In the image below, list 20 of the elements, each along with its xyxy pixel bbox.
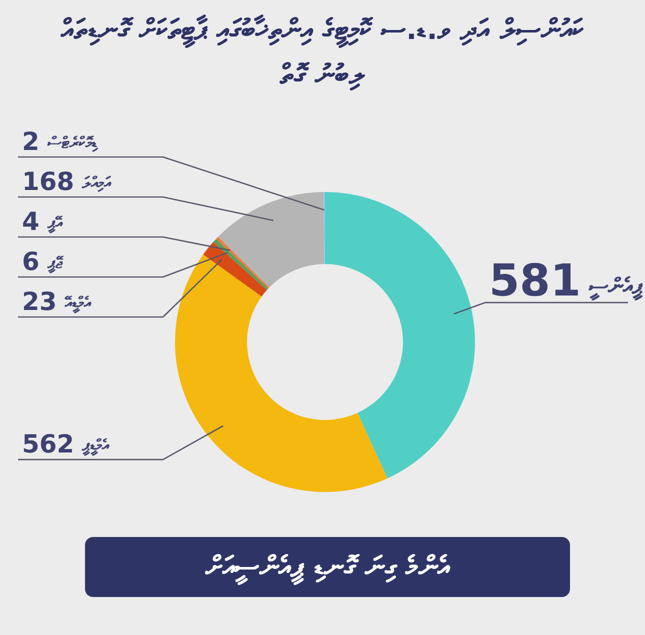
slice-label: އޭޕީ	[46, 213, 64, 234]
slice-label: ޑިމޮކްރެޓްސް	[46, 133, 98, 153]
slice-label: އެމްޑީއޭ	[64, 293, 92, 314]
slice-label: އެމްޑީޕީ	[81, 436, 110, 457]
data-label: 23	[22, 287, 57, 316]
donut-slice	[325, 192, 475, 478]
slice-label: އަމިއްލަ	[81, 173, 112, 193]
data-label: 581	[489, 256, 581, 307]
chart-title: ކައުންސިލް އަދި ވ.ޑ.ސ ކޮމިޓީގެ އިންތިޚާބުގައި ޕާޓީތަކަށް ގޮނޑިތައް ލިބުނު ގޮތް	[60, 12, 585, 93]
slice-label: ޕީއެންސީ	[588, 274, 643, 302]
donut-slice	[218, 192, 324, 288]
data-label: 4	[22, 207, 40, 236]
donut-slice	[175, 254, 388, 492]
donut-slice	[203, 242, 267, 296]
data-label: 562	[22, 430, 74, 459]
text: އެންމެ ގިނަ ގޮނޑި ޕީއެންސީއަށް	[85, 537, 570, 597]
slice-label: ޖޭޕީ	[46, 253, 64, 274]
data-label: 168	[22, 167, 74, 196]
data-label: 2	[22, 127, 40, 156]
data-label: 6	[22, 247, 40, 276]
